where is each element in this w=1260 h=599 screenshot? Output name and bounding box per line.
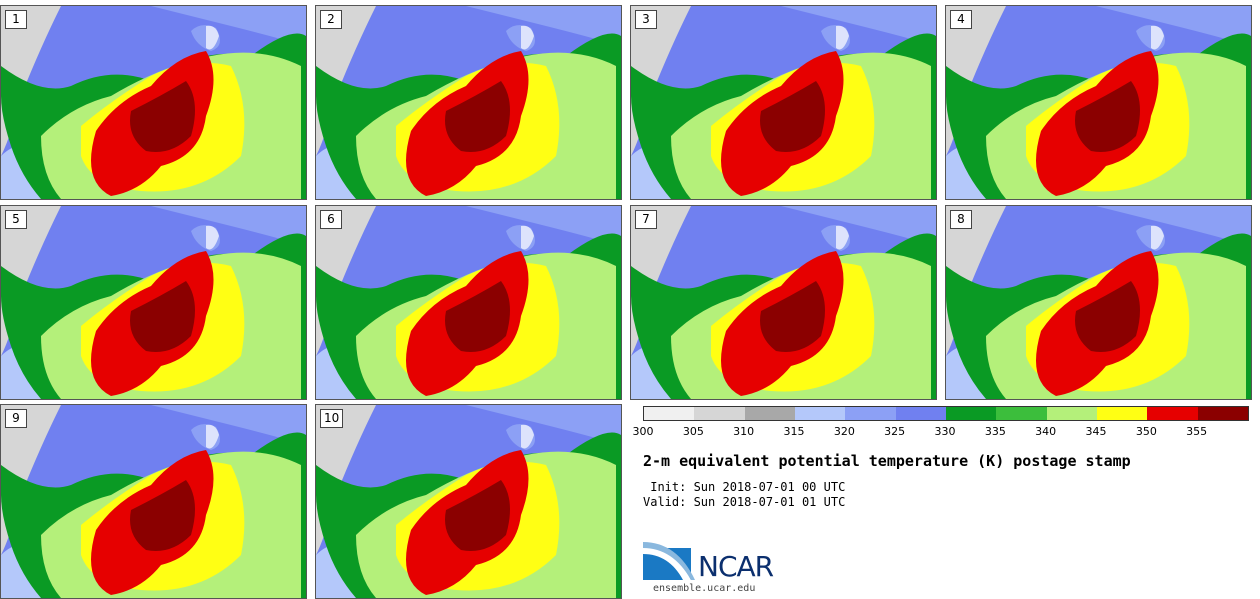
member-label: 5 bbox=[5, 210, 27, 229]
ensemble-member-map: 3 bbox=[630, 5, 937, 200]
ensemble-member-map: 2 bbox=[315, 5, 622, 200]
member-label: 6 bbox=[320, 210, 342, 229]
logo-wordmark: NCAR bbox=[698, 550, 774, 583]
member-label: 9 bbox=[5, 409, 27, 428]
ensemble-member-map: 8 bbox=[945, 205, 1252, 400]
ensemble-member-map: 1 bbox=[0, 5, 307, 200]
init-time: Init: Sun 2018-07-01 00 UTC bbox=[643, 480, 846, 494]
member-label: 2 bbox=[320, 10, 342, 29]
site-url: ensemble.ucar.edu bbox=[653, 583, 756, 594]
colorbar-tick-label: 340 bbox=[1035, 425, 1057, 438]
colorbar-tick-label: 330 bbox=[934, 425, 956, 438]
colorbar-segment bbox=[794, 407, 846, 420]
colorbar-tick-label: 320 bbox=[833, 425, 855, 438]
ensemble-member-map: 4 bbox=[945, 5, 1252, 200]
colorbar-segment bbox=[1096, 407, 1148, 420]
colorbar-tick-label: 310 bbox=[733, 425, 755, 438]
member-label: 4 bbox=[950, 10, 972, 29]
colorbar-tick-label: 305 bbox=[682, 425, 704, 438]
colorbar-segment bbox=[895, 407, 946, 420]
colorbar-segment bbox=[845, 407, 896, 420]
colorbar bbox=[643, 406, 1249, 421]
ncar-logo-icon bbox=[643, 542, 695, 580]
ensemble-member-map: 9 bbox=[0, 404, 307, 599]
ensemble-member-map: 10 bbox=[315, 404, 622, 599]
colorbar-tick-label: 315 bbox=[783, 425, 805, 438]
colorbar-tick-label: 325 bbox=[884, 425, 906, 438]
member-label: 7 bbox=[635, 210, 657, 229]
ensemble-member-map: 5 bbox=[0, 205, 307, 400]
member-label: 8 bbox=[950, 210, 972, 229]
colorbar-segment bbox=[1197, 407, 1248, 420]
colorbar-segment bbox=[694, 407, 745, 420]
member-label: 10 bbox=[320, 409, 344, 428]
colorbar-segment bbox=[1147, 407, 1198, 420]
colorbar-segment bbox=[945, 407, 997, 420]
colorbar-tick-label: 355 bbox=[1186, 425, 1208, 438]
colorbar-tick-label: 350 bbox=[1135, 425, 1157, 438]
colorbar-tick-label: 345 bbox=[1085, 425, 1107, 438]
member-label: 3 bbox=[635, 10, 657, 29]
colorbar-segment bbox=[996, 407, 1047, 420]
ensemble-member-map: 7 bbox=[630, 205, 937, 400]
colorbar-segment bbox=[1046, 407, 1097, 420]
colorbar-segment bbox=[744, 407, 795, 420]
colorbar-tick-label: 335 bbox=[984, 425, 1006, 438]
ensemble-member-map: 6 bbox=[315, 205, 622, 400]
member-label: 1 bbox=[5, 10, 27, 29]
plot-title: 2-m equivalent potential temperature (K)… bbox=[643, 452, 1131, 470]
valid-time: Valid: Sun 2018-07-01 01 UTC bbox=[643, 495, 846, 509]
colorbar-segment bbox=[644, 407, 695, 420]
colorbar-tick-label: 300 bbox=[632, 425, 654, 438]
